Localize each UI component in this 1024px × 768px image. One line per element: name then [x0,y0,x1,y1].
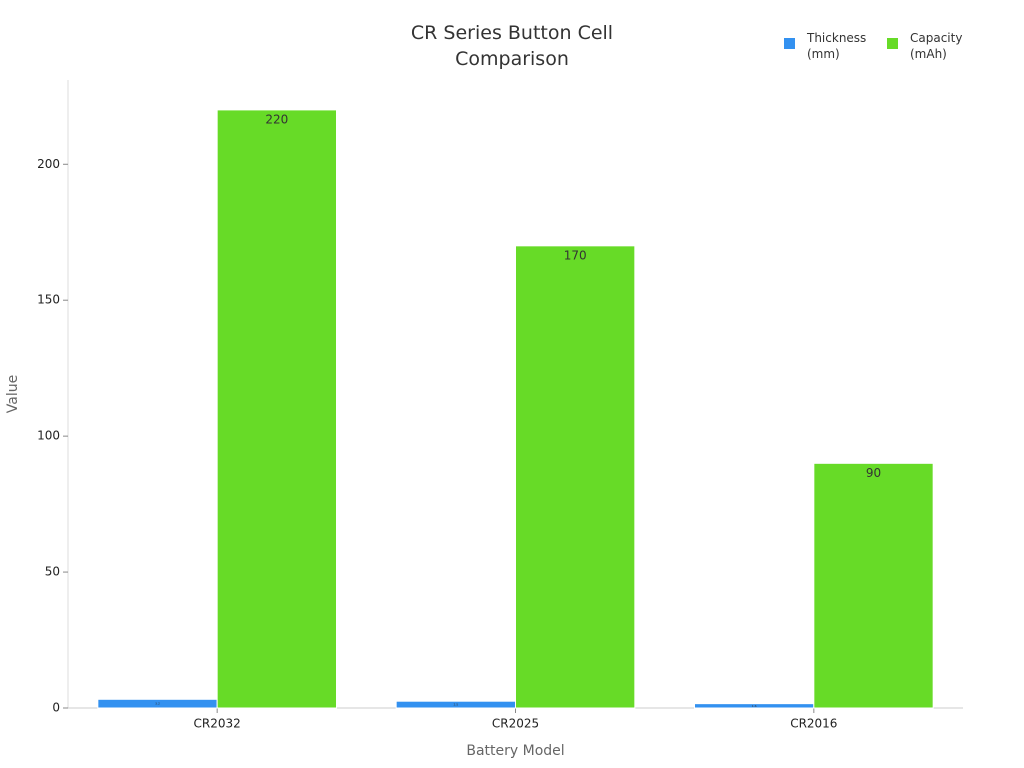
y-tick-label: 200 [37,157,60,171]
x-tick-label: CR2016 [790,717,837,731]
chart-title: CR Series Button Cell Comparison [410,22,614,70]
legend-swatch [887,38,898,49]
legend-swatch [784,38,795,49]
bar-value-label: 3.2 [155,702,160,706]
y-tick-label: 150 [37,293,60,307]
bar [216,109,338,709]
legend-item: Capacity (mAh) [887,30,974,62]
x-axis-label: Battery Model [466,743,564,759]
x-tick-label: CR2025 [492,717,539,731]
legend: Thickness (mm) Capacity (mAh) [784,30,974,62]
y-tick-label: 0 [52,701,60,715]
y-tick-label: 50 [45,565,60,579]
bar-value-label: 1.6 [752,704,757,708]
y-tick-label: 100 [37,429,60,443]
bar-value-label: 90 [866,466,881,480]
bar-value-label: 170 [564,248,587,262]
legend-label: Thickness (mm) [807,31,867,61]
bar-value-label: 220 [265,112,288,126]
y-axis-label: Value [5,375,21,413]
bar-value-label: 2.5 [453,703,458,707]
bar [813,462,934,709]
x-tick-label: CR2032 [194,717,241,731]
legend-label: Capacity (mAh) [910,31,963,61]
legend-item: Thickness (mm) [784,30,871,62]
bar [515,245,636,709]
